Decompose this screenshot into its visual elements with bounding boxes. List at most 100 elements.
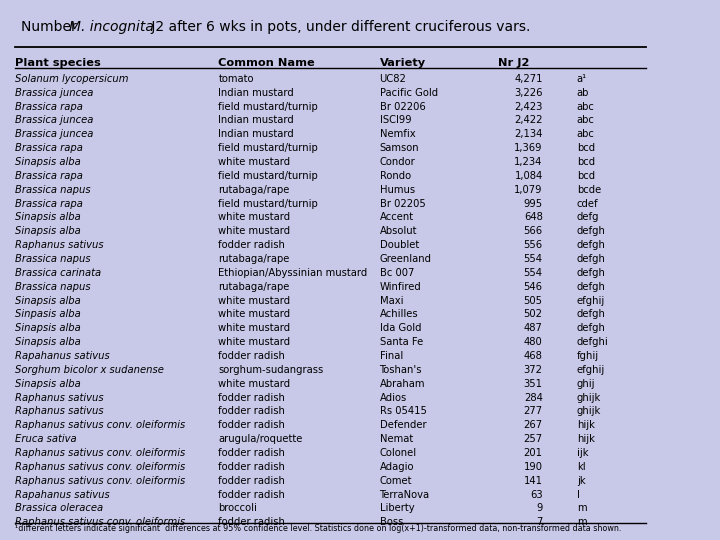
Text: 487: 487 <box>523 323 543 333</box>
Text: bcd: bcd <box>577 157 595 167</box>
Text: Br 02205: Br 02205 <box>379 199 426 208</box>
Text: Pacific Gold: Pacific Gold <box>379 87 438 98</box>
Text: fodder radish: fodder radish <box>218 448 285 458</box>
Text: 502: 502 <box>523 309 543 320</box>
Text: 2,422: 2,422 <box>514 116 543 125</box>
Text: Sinapsis alba: Sinapsis alba <box>14 379 81 389</box>
Text: Condor: Condor <box>379 157 415 167</box>
Text: Absolut: Absolut <box>379 226 417 237</box>
Text: tomato: tomato <box>218 74 254 84</box>
Text: Achilles: Achilles <box>379 309 418 320</box>
Text: Doublet: Doublet <box>379 240 419 250</box>
Text: Nemat: Nemat <box>379 434 413 444</box>
Text: 1,234: 1,234 <box>514 157 543 167</box>
Text: Abraham: Abraham <box>379 379 425 389</box>
Text: Brassica napus: Brassica napus <box>14 282 90 292</box>
Text: 351: 351 <box>523 379 543 389</box>
Text: Eruca sativa: Eruca sativa <box>14 434 76 444</box>
Text: Brassica napus: Brassica napus <box>14 254 90 264</box>
Text: Raphanus sativus: Raphanus sativus <box>14 393 103 403</box>
Text: ghijk: ghijk <box>577 407 601 416</box>
Text: white mustard: white mustard <box>218 379 291 389</box>
Text: a¹: a¹ <box>577 74 587 84</box>
Text: UC82: UC82 <box>379 74 406 84</box>
Text: 3,226: 3,226 <box>514 87 543 98</box>
Text: Common Name: Common Name <box>218 58 315 68</box>
Text: Nemfix: Nemfix <box>379 129 415 139</box>
Text: ijk: ijk <box>577 448 588 458</box>
Text: fodder radish: fodder radish <box>218 240 285 250</box>
Text: field mustard/turnip: field mustard/turnip <box>218 102 318 112</box>
Text: Rapahanus sativus: Rapahanus sativus <box>14 351 109 361</box>
Text: Toshan's: Toshan's <box>379 365 422 375</box>
Text: Bc 007: Bc 007 <box>379 268 414 278</box>
Text: Solanum lycopersicum: Solanum lycopersicum <box>14 74 128 84</box>
Text: 277: 277 <box>523 407 543 416</box>
Text: Raphanus sativus conv. oleiformis: Raphanus sativus conv. oleiformis <box>14 448 185 458</box>
Text: 267: 267 <box>523 420 543 430</box>
Text: J2 after 6 wks in pots, under different cruciferous vars.: J2 after 6 wks in pots, under different … <box>148 20 531 34</box>
Text: field mustard/turnip: field mustard/turnip <box>218 171 318 181</box>
Text: Variety: Variety <box>379 58 426 68</box>
Text: Indian mustard: Indian mustard <box>218 87 294 98</box>
Text: Sinapsis alba: Sinapsis alba <box>14 295 81 306</box>
Text: Raphanus sativus: Raphanus sativus <box>14 240 103 250</box>
Text: Raphanus sativus conv. oleiformis: Raphanus sativus conv. oleiformis <box>14 462 185 472</box>
Text: Raphanus sativus conv. oleiformis: Raphanus sativus conv. oleiformis <box>14 517 185 528</box>
Text: broccoli: broccoli <box>218 503 257 514</box>
Text: ghijk: ghijk <box>577 393 601 403</box>
Text: Plant species: Plant species <box>14 58 100 68</box>
Text: fodder radish: fodder radish <box>218 407 285 416</box>
Text: 201: 201 <box>523 448 543 458</box>
Text: Liberty: Liberty <box>379 503 414 514</box>
Text: white mustard: white mustard <box>218 337 291 347</box>
Text: Brassica juncea: Brassica juncea <box>14 116 93 125</box>
Text: TerraNova: TerraNova <box>379 490 430 500</box>
Text: Indian mustard: Indian mustard <box>218 116 294 125</box>
Text: bcde: bcde <box>577 185 601 195</box>
Text: hijk: hijk <box>577 420 595 430</box>
Text: 284: 284 <box>523 393 543 403</box>
Text: Brassica rapa: Brassica rapa <box>14 143 82 153</box>
Text: arugula/roquette: arugula/roquette <box>218 434 303 444</box>
Text: Br 02206: Br 02206 <box>379 102 426 112</box>
Text: Sorghum bicolor x sudanense: Sorghum bicolor x sudanense <box>14 365 163 375</box>
Text: Nr J2: Nr J2 <box>498 58 529 68</box>
Text: Ethiopian/Abyssinian mustard: Ethiopian/Abyssinian mustard <box>218 268 368 278</box>
Text: abc: abc <box>577 102 595 112</box>
Text: abc: abc <box>577 129 595 139</box>
Text: defgh: defgh <box>577 240 606 250</box>
Text: Adios: Adios <box>379 393 407 403</box>
Text: bcd: bcd <box>577 143 595 153</box>
Text: Brassica napus: Brassica napus <box>14 185 90 195</box>
Text: 648: 648 <box>523 212 543 222</box>
Text: white mustard: white mustard <box>218 309 291 320</box>
Text: field mustard/turnip: field mustard/turnip <box>218 143 318 153</box>
Text: Sinpasis alba: Sinpasis alba <box>14 309 81 320</box>
Text: 257: 257 <box>523 434 543 444</box>
Text: 505: 505 <box>523 295 543 306</box>
Text: Santa Fe: Santa Fe <box>379 337 423 347</box>
Text: white mustard: white mustard <box>218 323 291 333</box>
Text: ¹different letters indicate significant  differences at 95% confidence level. St: ¹different letters indicate significant … <box>14 524 621 533</box>
Text: defgh: defgh <box>577 268 606 278</box>
Text: Brassica juncea: Brassica juncea <box>14 87 93 98</box>
Text: white mustard: white mustard <box>218 157 291 167</box>
Text: Rs 05415: Rs 05415 <box>379 407 426 416</box>
Text: field mustard/turnip: field mustard/turnip <box>218 199 318 208</box>
Text: fodder radish: fodder radish <box>218 393 285 403</box>
Text: 995: 995 <box>523 199 543 208</box>
Text: fodder radish: fodder radish <box>218 420 285 430</box>
Text: hijk: hijk <box>577 434 595 444</box>
Text: Sinapsis alba: Sinapsis alba <box>14 226 81 237</box>
Text: Adagio: Adagio <box>379 462 414 472</box>
Text: 480: 480 <box>524 337 543 347</box>
Text: fodder radish: fodder radish <box>218 490 285 500</box>
Text: 7: 7 <box>536 517 543 528</box>
Text: defgh: defgh <box>577 323 606 333</box>
Text: bcd: bcd <box>577 171 595 181</box>
Text: Brassica rapa: Brassica rapa <box>14 199 82 208</box>
Text: fodder radish: fodder radish <box>218 476 285 486</box>
Text: 190: 190 <box>523 462 543 472</box>
Text: rutabaga/rape: rutabaga/rape <box>218 282 290 292</box>
